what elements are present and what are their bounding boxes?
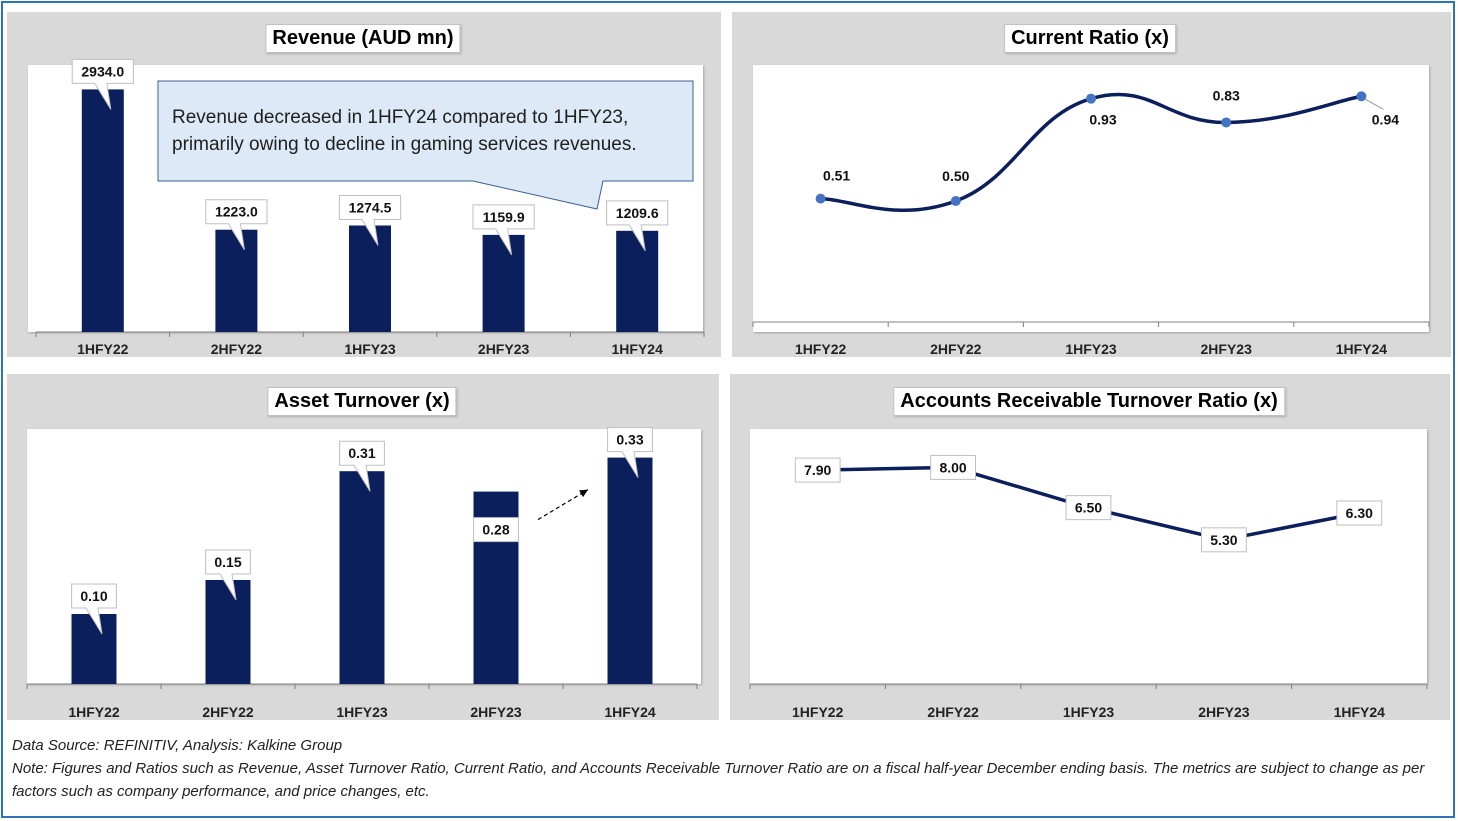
ar-turnover-plot-area: [750, 429, 1427, 684]
data-label: 7.90: [794, 457, 841, 483]
data-label: 5.30: [1201, 527, 1247, 553]
current-ratio-panel: Current Ratio (x) 1HFY22 2HFY22 1HFY23 2HFY…: [732, 12, 1451, 357]
footer-note: Note: Figures and Ratios such as Revenue…: [12, 760, 1425, 800]
revenue-chart: 1HFY22 2HFY22 1HFY23 2HFY23 1HFY24 2934.0 1223…: [35, 58, 705, 357]
data-label: 0.94: [1372, 111, 1399, 127]
trend-arrow-head: [579, 489, 588, 498]
bar: [616, 230, 659, 332]
data-label-text: 6.30: [1346, 505, 1373, 521]
data-label-text: 1223.0: [215, 204, 258, 220]
asset-turnover-panel: Asset Turnover (x) 1HFY22 2HFY22 1HFY23 2HF…: [7, 374, 719, 720]
data-label-text: 0.15: [214, 554, 241, 570]
revenue-callout-text: Revenue decreased in 1HFY24 compared to …: [172, 107, 637, 155]
bar: [205, 580, 251, 684]
data-label-text: 8.00: [939, 459, 966, 475]
data-label-text: 0.10: [80, 588, 107, 604]
data-label: 0.28: [473, 517, 519, 543]
data-label-text: 0.28: [482, 522, 509, 538]
data-label: 1223.0: [205, 199, 268, 250]
x-tick-label: 1HFY23: [336, 704, 388, 720]
data-label-text: 0.33: [616, 432, 643, 448]
x-tick-label: 1HFY23: [344, 341, 396, 357]
data-label: 2934.0: [71, 58, 134, 110]
bar: [71, 614, 117, 684]
data-point: [1086, 93, 1096, 104]
data-label: 0.10: [71, 583, 117, 635]
data-point: [1221, 117, 1232, 128]
bar: [215, 229, 258, 332]
bar: [482, 234, 525, 332]
bar: [81, 89, 124, 332]
ar-turnover-chart-title: Accounts Receivable Turnover Ratio (x): [893, 387, 1285, 416]
data-label: 6.50: [1065, 495, 1112, 521]
data-point: [950, 196, 961, 206]
x-tick-label: 1HFY24: [612, 341, 664, 357]
data-label-text: 0.31: [348, 445, 375, 461]
data-label: 0.50: [942, 168, 969, 184]
x-tick-label: 1HFY22: [795, 341, 847, 357]
x-tick-label: 1HFY22: [792, 704, 844, 720]
asset-turnover-chart: 1HFY22 2HFY22 1HFY23 2HFY23 1HFY24 0.10 0.15 0.…: [26, 427, 698, 720]
data-label: 0.15: [205, 549, 251, 601]
data-label: 1209.6: [606, 200, 669, 252]
data-label: 0.51: [823, 168, 850, 184]
x-tick-label: 2HFY23: [470, 704, 522, 720]
x-tick-label: 1HFY22: [77, 341, 129, 357]
data-label-text: 1209.6: [616, 205, 659, 221]
ar-turnover-panel: Accounts Receivable Turnover Ratio (x) 1…: [730, 374, 1450, 720]
data-label-text: 2934.0: [81, 63, 124, 79]
x-tick-label: 1HFY24: [1336, 341, 1388, 357]
data-label: 0.31: [339, 440, 385, 492]
revenue-callout-shape: [157, 80, 694, 210]
data-label: 1274.5: [338, 194, 402, 246]
current-ratio-chart: 1HFY22 2HFY22 1HFY23 2HFY23 1HFY24 0.51 0.50 0.…: [752, 87, 1430, 357]
x-tick-label: 2HFY22: [930, 341, 982, 357]
bar: [339, 471, 385, 684]
trend-arrow: [537, 489, 589, 521]
x-tick-label: 1HFY22: [68, 704, 120, 720]
x-tick-label: 2HFY23: [1201, 341, 1253, 357]
asset-turnover-chart-title: Asset Turnover (x): [267, 387, 457, 416]
data-label: 1159.9: [472, 204, 535, 256]
data-label-text: 7.90: [804, 462, 831, 478]
x-tick-label: 2HFY22: [211, 341, 263, 357]
x-tick-label: 1HFY24: [1334, 704, 1386, 720]
data-label-text: 5.30: [1210, 532, 1237, 548]
bar: [607, 457, 653, 684]
revenue-panel: Revenue (AUD mn) 1HFY22 2HFY22 1HFY23 2HFY2…: [7, 12, 721, 357]
ar-turnover-chart: 1HFY22 2HFY22 1HFY23 2HFY23 1HFY24 7.90 8.00 6.…: [749, 454, 1428, 720]
data-label-text: 1274.5: [349, 199, 392, 215]
data-label: 8.00: [930, 454, 976, 480]
data-label: 0.33: [607, 427, 653, 478]
data-label-text: 1159.9: [483, 209, 525, 225]
x-tick-label: 1HFY23: [1065, 341, 1117, 357]
x-tick-label: 1HFY23: [1063, 704, 1115, 720]
x-tick-label: 2HFY22: [927, 704, 979, 720]
data-label: 6.30: [1336, 500, 1383, 526]
bar: [349, 225, 391, 332]
leader-line: [1365, 98, 1384, 110]
current-ratio-chart-title: Current Ratio (x): [1004, 24, 1176, 53]
x-tick-label: 2HFY22: [202, 704, 254, 720]
x-tick-label: 1HFY24: [604, 704, 656, 720]
revenue-chart-title: Revenue (AUD mn): [265, 24, 461, 53]
data-label: 0.83: [1213, 87, 1240, 103]
data-label-text: 6.50: [1075, 500, 1102, 516]
x-tick-label: 2HFY23: [478, 341, 530, 357]
footer-source: Data Source: REFINITIV, Analysis: Kalkin…: [12, 737, 343, 754]
data-point: [1356, 91, 1367, 102]
data-point: [815, 193, 826, 204]
data-label: 0.93: [1089, 112, 1116, 128]
x-tick-label: 2HFY23: [1198, 704, 1250, 720]
